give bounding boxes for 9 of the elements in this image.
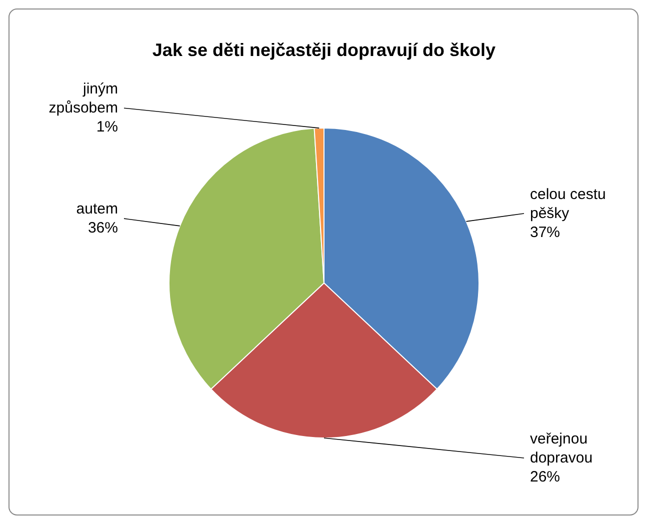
slice-label: veřejnou dopravou [530, 430, 593, 466]
chart-title: Jak se děti nejčastěji dopravují do školy [152, 40, 496, 60]
data-label: 1% [96, 118, 118, 136]
slice-label: autem [76, 200, 118, 218]
data-label: 26% [530, 468, 560, 486]
data-label: 36% [88, 220, 118, 237]
data-label: 37% [530, 224, 560, 241]
slice-label: celou cestu pěšky [530, 186, 606, 222]
slice-label: jiným způsobem [48, 80, 118, 117]
